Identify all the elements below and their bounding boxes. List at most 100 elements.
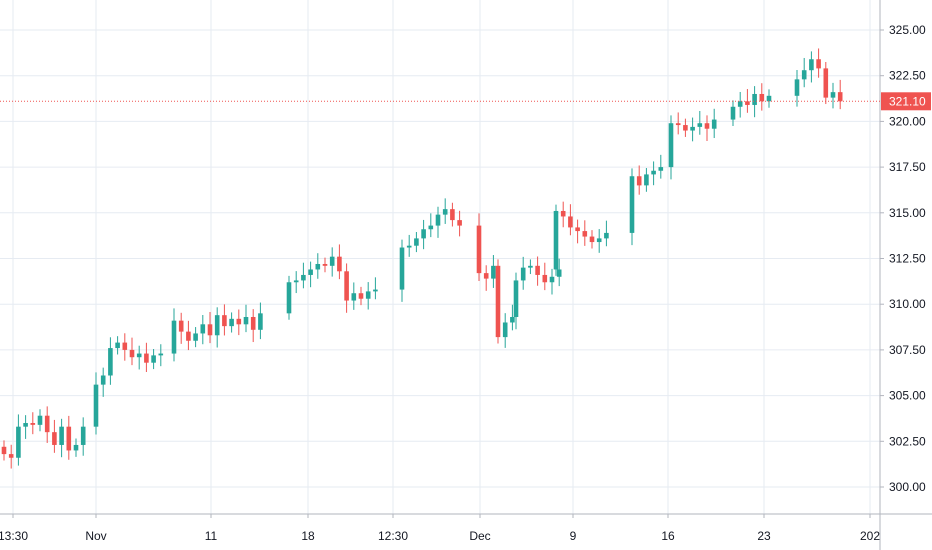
candle-body — [301, 274, 306, 281]
candle-body — [100, 375, 106, 385]
candle-body — [457, 220, 462, 226]
y-tick-label: 300.00 — [889, 480, 926, 494]
y-tick-label: 315.00 — [889, 206, 926, 220]
candle-body — [495, 265, 501, 338]
candle-body — [365, 291, 371, 299]
y-tick-label: 322.50 — [889, 69, 926, 83]
candle-body — [66, 426, 72, 451]
candle-body — [59, 426, 64, 445]
y-tick-label: 307.50 — [889, 343, 926, 357]
candle-body — [93, 384, 99, 427]
x-tick-label: 18 — [301, 529, 315, 543]
candle-body — [560, 210, 566, 217]
x-tick-label: 9 — [570, 529, 577, 543]
candle-body — [651, 170, 656, 175]
candle-body — [136, 353, 142, 358]
candle-body — [30, 423, 36, 425]
candle-body — [193, 333, 198, 341]
candle-body — [351, 293, 357, 301]
candle-body — [315, 263, 321, 270]
candle-body — [73, 444, 79, 451]
candle-body — [711, 119, 717, 129]
candle-body — [399, 247, 405, 290]
candle-body — [568, 216, 573, 228]
candle-body — [80, 426, 86, 445]
candle-body — [582, 231, 588, 237]
y-tick-label: 302.50 — [889, 434, 926, 448]
candle-body — [745, 101, 750, 105]
candle-body — [286, 282, 292, 314]
candle-body — [704, 123, 710, 129]
candle-body — [421, 229, 426, 239]
candle-body — [308, 269, 313, 275]
candle-body — [293, 280, 299, 283]
y-tick-label: 312.50 — [889, 252, 926, 266]
x-tick-label: 202 — [860, 529, 880, 543]
x-tick-label: 12:30 — [378, 529, 408, 543]
candle-body — [549, 276, 555, 283]
y-tick-label: 325.00 — [889, 23, 926, 37]
last-price-badge — [881, 92, 931, 111]
y-tick-label: 317.50 — [889, 160, 926, 174]
candle-body — [151, 355, 156, 363]
candle-body — [450, 209, 455, 221]
candle-body — [207, 324, 213, 336]
candle-body — [737, 101, 743, 107]
candle-body — [513, 280, 519, 317]
candle-body — [373, 289, 378, 292]
x-tick-label: 13:30 — [0, 529, 28, 543]
x-tick-label: Nov — [85, 529, 106, 543]
candle-body — [542, 274, 548, 283]
candle-body — [553, 210, 559, 270]
candle-body — [589, 236, 595, 243]
candle-body — [16, 426, 21, 458]
candle-body — [528, 265, 533, 268]
candle-body — [229, 318, 234, 327]
candle-body — [428, 225, 434, 230]
candle-body — [158, 353, 164, 356]
candle-body — [344, 271, 349, 301]
candle-body — [575, 227, 580, 232]
candle-body — [115, 342, 120, 349]
candle-body — [668, 123, 674, 168]
candle-body — [337, 256, 342, 272]
candle-body — [129, 349, 135, 358]
candle-body — [491, 265, 496, 279]
candle-body — [476, 225, 482, 274]
candle-body — [697, 123, 703, 127]
candle-body — [658, 167, 664, 171]
candle-body — [596, 238, 602, 243]
candle-body — [510, 316, 515, 323]
candle-body — [108, 348, 113, 376]
candle-body — [683, 125, 688, 131]
candle-body — [604, 232, 609, 239]
x-tick-label: 23 — [757, 529, 771, 543]
candle-body — [406, 245, 412, 248]
candle-body — [236, 318, 242, 325]
candle-body — [644, 174, 649, 186]
candle-body — [752, 93, 757, 105]
candle-body — [144, 353, 149, 363]
candle-body — [794, 79, 800, 96]
candle-body — [759, 93, 765, 102]
candle-body — [535, 265, 540, 275]
candle-body — [520, 267, 526, 281]
candle-body — [186, 331, 191, 341]
candle-body — [52, 432, 57, 445]
candle-body — [243, 316, 249, 325]
candle-body — [730, 106, 736, 120]
candle-body — [200, 324, 206, 334]
candle-body — [1, 446, 7, 455]
grid-lines — [0, 0, 880, 514]
candle-body — [442, 209, 448, 215]
candle-body — [414, 238, 419, 246]
candle-body — [830, 92, 836, 98]
candle-body — [250, 316, 256, 330]
candle-body — [44, 415, 50, 433]
candle-body — [690, 126, 695, 131]
candle-body — [556, 269, 562, 277]
y-tick-label: 320.00 — [889, 114, 926, 128]
candle-body — [122, 342, 128, 350]
x-tick-label: 11 — [205, 529, 218, 543]
